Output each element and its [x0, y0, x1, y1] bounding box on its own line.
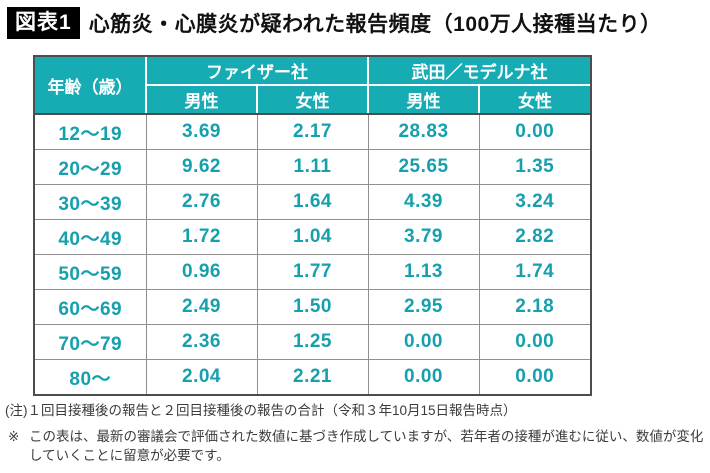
footnote-caution-text: この表は、最新の審議会で評価された数値に基づき作成していますが、若年者の接種が進… — [29, 428, 704, 464]
value-cell: 2.21 — [256, 359, 368, 394]
value-cell: 3.24 — [478, 184, 590, 220]
value-cell: 0.00 — [478, 324, 590, 360]
value-cell: 1.50 — [256, 289, 368, 325]
header-takeda-moderna: 武田／モデルナ社 — [367, 57, 590, 86]
value-cell: 2.36 — [145, 324, 257, 360]
age-cell: 50〜59 — [35, 254, 146, 290]
figure-number-badge: 図表1 — [7, 7, 80, 39]
report-frequency-table: 年齢（歳） ファイザー社 武田／モデルナ社 男性 女性 男性 女性 12〜19 … — [33, 55, 592, 396]
value-cell: 0.00 — [367, 324, 479, 360]
value-cell: 0.00 — [478, 359, 590, 394]
value-cell: 2.04 — [145, 359, 257, 394]
footnote-caution: ※ この表は、最新の審議会で評価された数値に基づき作成していますが、若年者の接種… — [5, 427, 705, 466]
table-header: 年齢（歳） ファイザー社 武田／モデルナ社 男性 女性 男性 女性 — [35, 57, 590, 115]
header-age: 年齢（歳） — [35, 57, 146, 115]
value-cell: 1.04 — [256, 219, 368, 255]
age-cell: 30〜39 — [35, 184, 146, 220]
age-cell: 60〜69 — [35, 289, 146, 325]
value-cell: 2.17 — [256, 114, 368, 150]
value-cell: 28.83 — [367, 114, 479, 150]
value-cell: 3.69 — [145, 114, 257, 150]
footnotes: (注)１回目接種後の報告と２回目接種後の報告の合計（令和３年10月15日報告時点… — [5, 401, 705, 466]
value-cell: 25.65 — [367, 149, 479, 185]
value-cell: 1.35 — [478, 149, 590, 185]
table-row: 30〜39 2.76 1.64 4.39 3.24 — [35, 184, 590, 220]
table-row: 70〜79 2.36 1.25 0.00 0.00 — [35, 324, 590, 360]
table-row: 60〜69 2.49 1.50 2.95 2.18 — [35, 289, 590, 325]
header-moderna-female: 女性 — [478, 85, 590, 115]
table-row: 50〜59 0.96 1.77 1.13 1.74 — [35, 254, 590, 290]
age-cell: 40〜49 — [35, 219, 146, 255]
header-pfizer: ファイザー社 — [145, 57, 368, 86]
table-row: 20〜29 9.62 1.11 25.65 1.35 — [35, 149, 590, 185]
age-cell: 70〜79 — [35, 324, 146, 360]
value-cell: 1.13 — [367, 254, 479, 290]
value-cell: 1.77 — [256, 254, 368, 290]
value-cell: 0.96 — [145, 254, 257, 290]
value-cell: 2.95 — [367, 289, 479, 325]
figure-title-text: 心筋炎・心膜炎が疑われた報告頻度（100万人接種当たり） — [88, 13, 662, 36]
value-cell: 9.62 — [145, 149, 257, 185]
header-moderna-male: 男性 — [367, 85, 479, 115]
age-cell: 80〜 — [35, 359, 146, 394]
age-cell: 12〜19 — [35, 114, 146, 150]
table-row: 80〜 2.04 2.21 0.00 0.00 — [35, 359, 590, 394]
figure-title: 図表1 心筋炎・心膜炎が疑われた報告頻度（100万人接種当たり） — [7, 7, 662, 39]
table-row: 12〜19 3.69 2.17 28.83 0.00 — [35, 114, 590, 150]
value-cell: 3.79 — [367, 219, 479, 255]
value-cell: 1.64 — [256, 184, 368, 220]
value-cell: 1.11 — [256, 149, 368, 185]
value-cell: 1.74 — [478, 254, 590, 290]
table-row: 40〜49 1.72 1.04 3.79 2.82 — [35, 219, 590, 255]
value-cell: 0.00 — [478, 114, 590, 150]
value-cell: 2.18 — [478, 289, 590, 325]
header-pfizer-male: 男性 — [145, 85, 257, 115]
value-cell: 1.25 — [256, 324, 368, 360]
value-cell: 0.00 — [367, 359, 479, 394]
footnote-caution-marker: ※ — [8, 428, 20, 444]
table-body: 12〜19 3.69 2.17 28.83 0.00 20〜29 9.62 1.… — [35, 114, 590, 394]
age-cell: 20〜29 — [35, 149, 146, 185]
value-cell: 2.49 — [145, 289, 257, 325]
value-cell: 2.76 — [145, 184, 257, 220]
header-pfizer-female: 女性 — [256, 85, 368, 115]
value-cell: 1.72 — [145, 219, 257, 255]
footnote-source: (注)１回目接種後の報告と２回目接種後の報告の合計（令和３年10月15日報告時点… — [5, 403, 517, 418]
value-cell: 2.82 — [478, 219, 590, 255]
value-cell: 4.39 — [367, 184, 479, 220]
